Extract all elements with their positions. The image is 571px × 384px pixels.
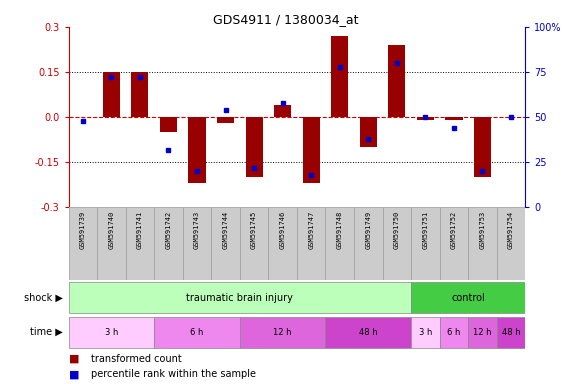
Text: GSM591746: GSM591746 (280, 211, 286, 249)
Text: 6 h: 6 h (190, 328, 204, 337)
Bar (440, 316, 468, 348)
Bar (383, 207, 411, 280)
Bar (497, 207, 525, 280)
Text: 12 h: 12 h (473, 328, 492, 337)
Bar (388, 45, 405, 117)
Text: percentile rank within the sample: percentile rank within the sample (91, 369, 256, 379)
Bar (131, 72, 148, 117)
Bar (160, 117, 177, 132)
Text: GSM591739: GSM591739 (80, 211, 86, 249)
Bar (240, 316, 325, 348)
Text: GSM591747: GSM591747 (308, 211, 314, 249)
Bar (468, 316, 497, 348)
Bar (468, 207, 497, 280)
Text: 3 h: 3 h (419, 328, 432, 337)
Text: GSM591752: GSM591752 (451, 211, 457, 249)
Bar (69, 282, 411, 313)
Bar (303, 117, 320, 183)
Text: 3 h: 3 h (104, 328, 118, 337)
Bar (474, 117, 491, 177)
Bar (126, 207, 154, 280)
Bar (188, 117, 206, 183)
Text: GSM591749: GSM591749 (365, 211, 371, 249)
Text: GSM591754: GSM591754 (508, 211, 514, 249)
Text: GSM591743: GSM591743 (194, 211, 200, 249)
Text: ■: ■ (69, 369, 79, 379)
Bar (445, 117, 463, 120)
Bar (411, 207, 440, 280)
Bar (497, 316, 525, 348)
Text: GSM591750: GSM591750 (394, 211, 400, 249)
Bar (246, 117, 263, 177)
Bar (411, 282, 525, 313)
Bar (69, 316, 154, 348)
Bar (268, 207, 297, 280)
Text: GSM591742: GSM591742 (166, 211, 171, 249)
Bar (69, 207, 97, 280)
Text: ■: ■ (69, 354, 79, 364)
Bar (217, 117, 234, 123)
Bar (274, 105, 291, 117)
Bar (411, 316, 440, 348)
Bar (211, 207, 240, 280)
Bar (417, 117, 434, 120)
Bar (325, 207, 354, 280)
Text: GSM591741: GSM591741 (137, 211, 143, 249)
Text: 12 h: 12 h (274, 328, 292, 337)
Text: GSM591751: GSM591751 (423, 211, 428, 249)
Text: GDS4911 / 1380034_at: GDS4911 / 1380034_at (213, 13, 358, 26)
Bar (354, 207, 383, 280)
Bar (240, 207, 268, 280)
Text: 6 h: 6 h (447, 328, 461, 337)
Bar (325, 316, 411, 348)
Text: control: control (451, 293, 485, 303)
Bar (360, 117, 377, 147)
Bar (154, 207, 183, 280)
Bar (97, 207, 126, 280)
Text: 48 h: 48 h (502, 328, 520, 337)
Text: transformed count: transformed count (91, 354, 182, 364)
Bar (440, 207, 468, 280)
Bar (154, 316, 240, 348)
Bar (331, 36, 348, 117)
Text: GSM591745: GSM591745 (251, 211, 257, 249)
Text: GSM591740: GSM591740 (108, 211, 114, 249)
Bar (103, 72, 120, 117)
Text: shock ▶: shock ▶ (24, 293, 63, 303)
Bar (183, 207, 211, 280)
Bar (297, 207, 325, 280)
Text: GSM591748: GSM591748 (337, 211, 343, 249)
Text: GSM591753: GSM591753 (480, 211, 485, 249)
Text: GSM591744: GSM591744 (223, 211, 228, 249)
Text: time ▶: time ▶ (30, 327, 63, 337)
Text: traumatic brain injury: traumatic brain injury (186, 293, 293, 303)
Text: 48 h: 48 h (359, 328, 377, 337)
